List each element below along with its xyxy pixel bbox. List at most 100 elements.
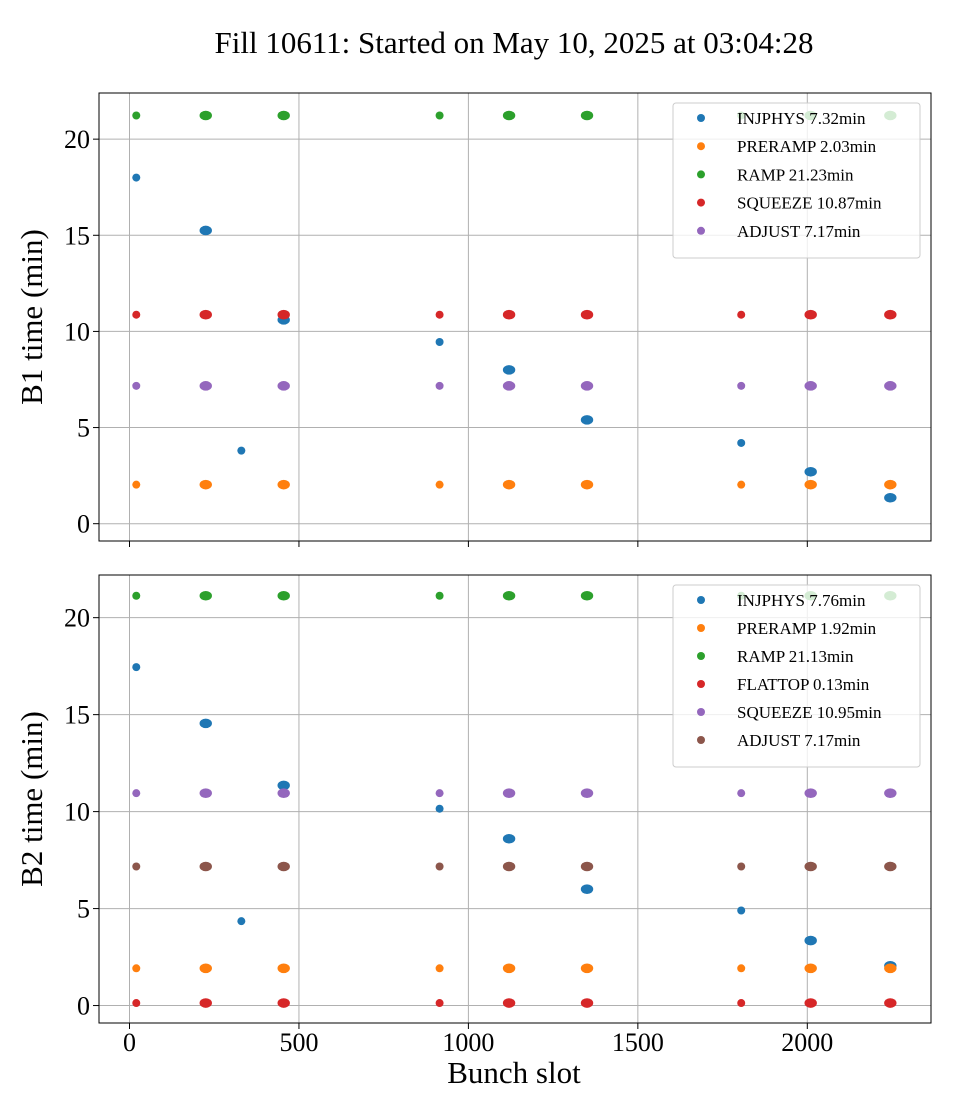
- data-point: [277, 861, 290, 872]
- data-point: [132, 310, 141, 319]
- panel-b1: 0 5 10 15 20 B1 time (min) INJPHYS 7.32min PRER…: [14, 92, 932, 547]
- data-point: [737, 438, 746, 447]
- x-tick-label: 500: [279, 1028, 318, 1057]
- legend-box: [672, 584, 921, 768]
- data-point: [435, 310, 444, 319]
- data-point: [502, 381, 516, 391]
- y-tick-label: 20: [64, 604, 90, 633]
- data-point: [580, 415, 594, 425]
- data-point: [580, 479, 594, 490]
- data-point: [502, 590, 516, 601]
- x-tick-label: 1500: [612, 1028, 664, 1057]
- y-tick-label: 0: [77, 992, 90, 1021]
- legend-entry: SQUEEZE 10.87min: [737, 194, 882, 213]
- data-point: [737, 310, 746, 319]
- data-point: [502, 861, 516, 872]
- legend-marker: [697, 170, 705, 179]
- data-point: [737, 789, 746, 798]
- data-point: [580, 381, 594, 391]
- plot-frame: [98, 92, 932, 542]
- legend-entry: SQUEEZE 10.95min: [737, 703, 882, 722]
- data-point: [199, 309, 212, 320]
- data-point: [884, 309, 897, 320]
- data-point: [199, 381, 212, 391]
- legend-marker: [697, 736, 705, 744]
- data-point: [804, 861, 817, 872]
- legend-marker: [697, 680, 705, 688]
- data-point: [737, 480, 746, 489]
- data-point: [277, 381, 290, 391]
- legend-marker: [697, 596, 705, 604]
- data-point: [580, 998, 594, 1008]
- legend-marker: [697, 142, 705, 151]
- data-point: [435, 381, 444, 390]
- data-point: [277, 309, 290, 320]
- data-point: [132, 999, 141, 1008]
- y-tick-label: 5: [77, 895, 90, 924]
- legend: INJPHYS 7.76min PRERAMP 1.92min RAMP 21.13…: [672, 584, 921, 768]
- data-point: [132, 173, 141, 182]
- data-point: [277, 479, 290, 490]
- data-point: [435, 591, 444, 600]
- data-point: [502, 788, 516, 798]
- y-tick-label: 15: [64, 701, 90, 730]
- legend-marker: [697, 198, 705, 207]
- x-tick-label: 1000: [442, 1028, 494, 1057]
- data-point: [132, 111, 141, 120]
- data-point: [199, 788, 212, 798]
- data-point: [737, 999, 746, 1008]
- data-point: [804, 466, 817, 477]
- data-points: [132, 590, 897, 1008]
- data-point: [580, 590, 594, 601]
- y-axis-label: B2 time (min): [14, 711, 49, 887]
- data-point: [502, 365, 516, 375]
- legend-marker: [697, 652, 705, 660]
- data-point: [580, 884, 594, 894]
- data-point: [277, 998, 290, 1008]
- legend-entry: INJPHYS 7.76min: [737, 591, 866, 610]
- data-point: [132, 663, 141, 672]
- data-point: [132, 480, 141, 489]
- x-tick-label: 0: [123, 1028, 136, 1057]
- data-point: [435, 480, 444, 489]
- data-point: [804, 963, 817, 974]
- data-point: [132, 789, 141, 798]
- data-point: [737, 964, 746, 973]
- data-point: [277, 590, 290, 601]
- data-point: [435, 789, 444, 798]
- chart-title: Fill 10611: Started on May 10, 2025 at 0…: [214, 25, 813, 60]
- y-tick-label: 10: [64, 798, 90, 827]
- plot-frame: [98, 574, 932, 1024]
- data-point: [199, 479, 212, 490]
- data-point: [804, 998, 817, 1008]
- data-point: [435, 964, 444, 973]
- data-point: [804, 381, 817, 391]
- data-point: [580, 861, 594, 872]
- y-tick-label: 20: [64, 125, 90, 154]
- data-point: [502, 963, 516, 974]
- legend-entry: INJPHYS 7.32min: [737, 109, 866, 128]
- data-point: [884, 861, 897, 872]
- data-point: [132, 964, 141, 973]
- x-tick-label: 2000: [781, 1028, 833, 1057]
- legend-entry: RAMP 21.23min: [737, 165, 854, 184]
- data-point: [884, 479, 897, 490]
- legend-marker: [697, 226, 705, 235]
- data-point: [199, 718, 212, 729]
- data-point: [277, 963, 290, 974]
- data-point: [199, 998, 212, 1008]
- data-point: [132, 862, 141, 871]
- legend-entry: FLATTOP 0.13min: [737, 675, 870, 694]
- data-point: [804, 788, 817, 798]
- legend-marker: [697, 708, 705, 716]
- data-point: [884, 998, 897, 1008]
- data-point: [737, 381, 746, 390]
- y-tick-label: 15: [64, 221, 90, 250]
- data-point: [804, 479, 817, 490]
- data-point: [884, 963, 897, 974]
- data-point: [502, 309, 516, 320]
- data-point: [502, 479, 516, 490]
- data-point: [132, 381, 141, 390]
- x-axis-label: Bunch slot: [447, 1055, 581, 1090]
